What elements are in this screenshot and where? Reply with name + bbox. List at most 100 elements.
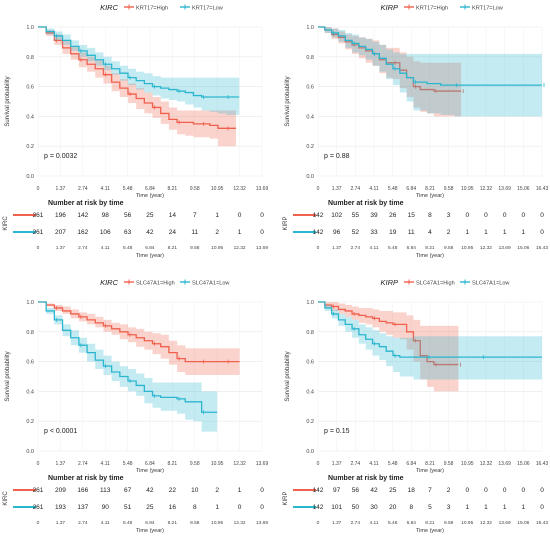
risk-x-tick-label: 9.58 bbox=[444, 245, 454, 251]
risk-table-ylabel: KIRP bbox=[283, 216, 289, 230]
risk-count: 1 bbox=[238, 229, 242, 236]
x-tick-label: 10.95 bbox=[211, 186, 224, 192]
y-axis-title: Survival probability bbox=[5, 351, 11, 401]
y-tick-label: 0.0 bbox=[306, 174, 314, 180]
risk-x-tick-label: 5.48 bbox=[388, 245, 398, 251]
risk-row-low: 142 96 52 33 19 11 4 2 1 1 1 1 0 bbox=[293, 229, 544, 236]
risk-count: 98 bbox=[102, 212, 110, 219]
risk-count: 1 bbox=[215, 504, 219, 511]
risk-count: 102 bbox=[331, 212, 342, 219]
x-tick-label: 0 bbox=[317, 186, 320, 192]
x-tick-label: 13.69 bbox=[256, 461, 269, 467]
x-tick-label: 4.11 bbox=[101, 461, 111, 467]
y-axis-title: Survival probability bbox=[5, 76, 11, 126]
survival-curve bbox=[38, 301, 218, 413]
risk-count: 0 bbox=[540, 487, 544, 494]
y-tick-label: 0.8 bbox=[26, 55, 34, 61]
x-tick-label: 6.84 bbox=[406, 461, 416, 467]
legend-low-label: SLC47A1=Low bbox=[192, 281, 230, 287]
risk-x-tick-label: 5.48 bbox=[123, 520, 133, 526]
plot-grid bbox=[317, 26, 543, 177]
x-tick-label: 12.32 bbox=[233, 186, 246, 192]
risk-count: 0 bbox=[540, 229, 544, 236]
legend-title: KIRP bbox=[380, 3, 398, 12]
risk-x-tick-label: 0 bbox=[37, 520, 40, 526]
x-tick-label: 13.69 bbox=[256, 186, 269, 192]
risk-x-tick-label: 9.58 bbox=[190, 520, 200, 526]
y-tick-label: 0.6 bbox=[26, 360, 34, 366]
x-tick-label: 0 bbox=[37, 186, 40, 192]
risk-count: 0 bbox=[484, 212, 488, 219]
risk-x-tick-label: 2.74 bbox=[78, 520, 88, 526]
risk-count: 0 bbox=[465, 212, 469, 219]
risk-count: 0 bbox=[465, 487, 469, 494]
y-tick-label: 0.8 bbox=[306, 330, 314, 336]
risk-table-ylabel: KIRC bbox=[3, 216, 9, 231]
x-tick-label: 8.21 bbox=[425, 186, 435, 192]
risk-count: 261 bbox=[33, 212, 44, 219]
confidence-band bbox=[38, 302, 240, 376]
risk-x-tick-label: 0 bbox=[37, 245, 40, 251]
legend-title: KIRC bbox=[100, 3, 119, 12]
legend-low-label: SLC47A1=Low bbox=[472, 281, 510, 287]
y-tick-label: 0.4 bbox=[26, 389, 34, 395]
survival-panel-1: KIRC KRT17=High KRT17=Low 0.0 0.2 0.4 0.6 0.8 1.… bbox=[3, 3, 268, 259]
risk-x-tick-label: 15.06 bbox=[517, 520, 529, 526]
risk-count: 26 bbox=[389, 212, 397, 219]
risk-count: 18 bbox=[408, 487, 416, 494]
risk-x-tick-label: 4.11 bbox=[370, 245, 379, 251]
risk-count: 209 bbox=[55, 487, 66, 494]
risk-count: 22 bbox=[169, 487, 177, 494]
risk-table-title: Number at risk by time bbox=[328, 200, 404, 207]
risk-count: 8 bbox=[193, 504, 197, 511]
risk-x-tick-label: 12.32 bbox=[480, 520, 492, 526]
series-high bbox=[318, 301, 461, 392]
risk-x-tick-label: 6.84 bbox=[145, 245, 155, 251]
x-tick-label: 2.74 bbox=[350, 186, 360, 192]
x-tick-label: 9.58 bbox=[444, 186, 454, 192]
risk-x-tick-label: 8.21 bbox=[168, 520, 178, 526]
risk-x-tick-label: 13.69 bbox=[256, 245, 268, 251]
risk-count: 142 bbox=[77, 212, 88, 219]
y-tick-label: 0.4 bbox=[26, 114, 34, 120]
x-tick-label: 8.21 bbox=[425, 461, 435, 467]
risk-x-tick-label: 13.69 bbox=[499, 520, 511, 526]
x-tick-label: 16.43 bbox=[536, 186, 549, 192]
risk-x-tick-label: 10.95 bbox=[211, 520, 223, 526]
risk-x-tick-label: 9.58 bbox=[444, 520, 454, 526]
risk-count: 7 bbox=[428, 487, 432, 494]
risk-count: 1 bbox=[215, 212, 219, 219]
y-tick-label: 0.6 bbox=[26, 85, 34, 91]
risk-x-tick-label: 1.37 bbox=[56, 520, 66, 526]
plot-grid bbox=[37, 26, 263, 177]
risk-count: 20 bbox=[389, 504, 397, 511]
risk-row-high: 142 97 56 42 25 18 7 2 0 0 0 0 0 bbox=[293, 487, 544, 494]
risk-x-tick-label: 15.06 bbox=[517, 245, 529, 251]
risk-x-tick-label: 4.11 bbox=[370, 520, 379, 526]
x-tick-label: 4.11 bbox=[369, 186, 379, 192]
risk-count: 0 bbox=[238, 212, 242, 219]
x-tick-label: 2.74 bbox=[78, 461, 88, 467]
risk-count: 63 bbox=[124, 229, 132, 236]
risk-count: 137 bbox=[77, 504, 88, 511]
risk-row-high: 142 102 55 39 26 15 8 3 0 0 0 0 0 bbox=[293, 212, 544, 219]
y-tick-label: 0.0 bbox=[306, 449, 314, 455]
risk-count: 193 bbox=[55, 504, 66, 511]
risk-table-ylabel: KIRC bbox=[3, 491, 9, 506]
x-tick-label: 9.58 bbox=[190, 186, 200, 192]
y-tick-label: 0.4 bbox=[306, 114, 314, 120]
risk-count: 11 bbox=[408, 229, 415, 236]
y-tick-label: 0.2 bbox=[306, 419, 314, 425]
survival-curve bbox=[38, 301, 240, 363]
risk-x-tick-label: 4.11 bbox=[101, 520, 110, 526]
y-tick-label: 1.0 bbox=[26, 300, 34, 306]
risk-table-title: Number at risk by time bbox=[328, 475, 404, 482]
risk-count: 50 bbox=[352, 504, 360, 511]
risk-x-tick-label: 10.95 bbox=[461, 245, 473, 251]
x-tick-label: 2.74 bbox=[78, 186, 88, 192]
x-tick-label: 9.58 bbox=[190, 461, 200, 467]
y-tick-label: 0.0 bbox=[26, 174, 34, 180]
risk-x-axis-title: Time (year) bbox=[136, 253, 164, 259]
